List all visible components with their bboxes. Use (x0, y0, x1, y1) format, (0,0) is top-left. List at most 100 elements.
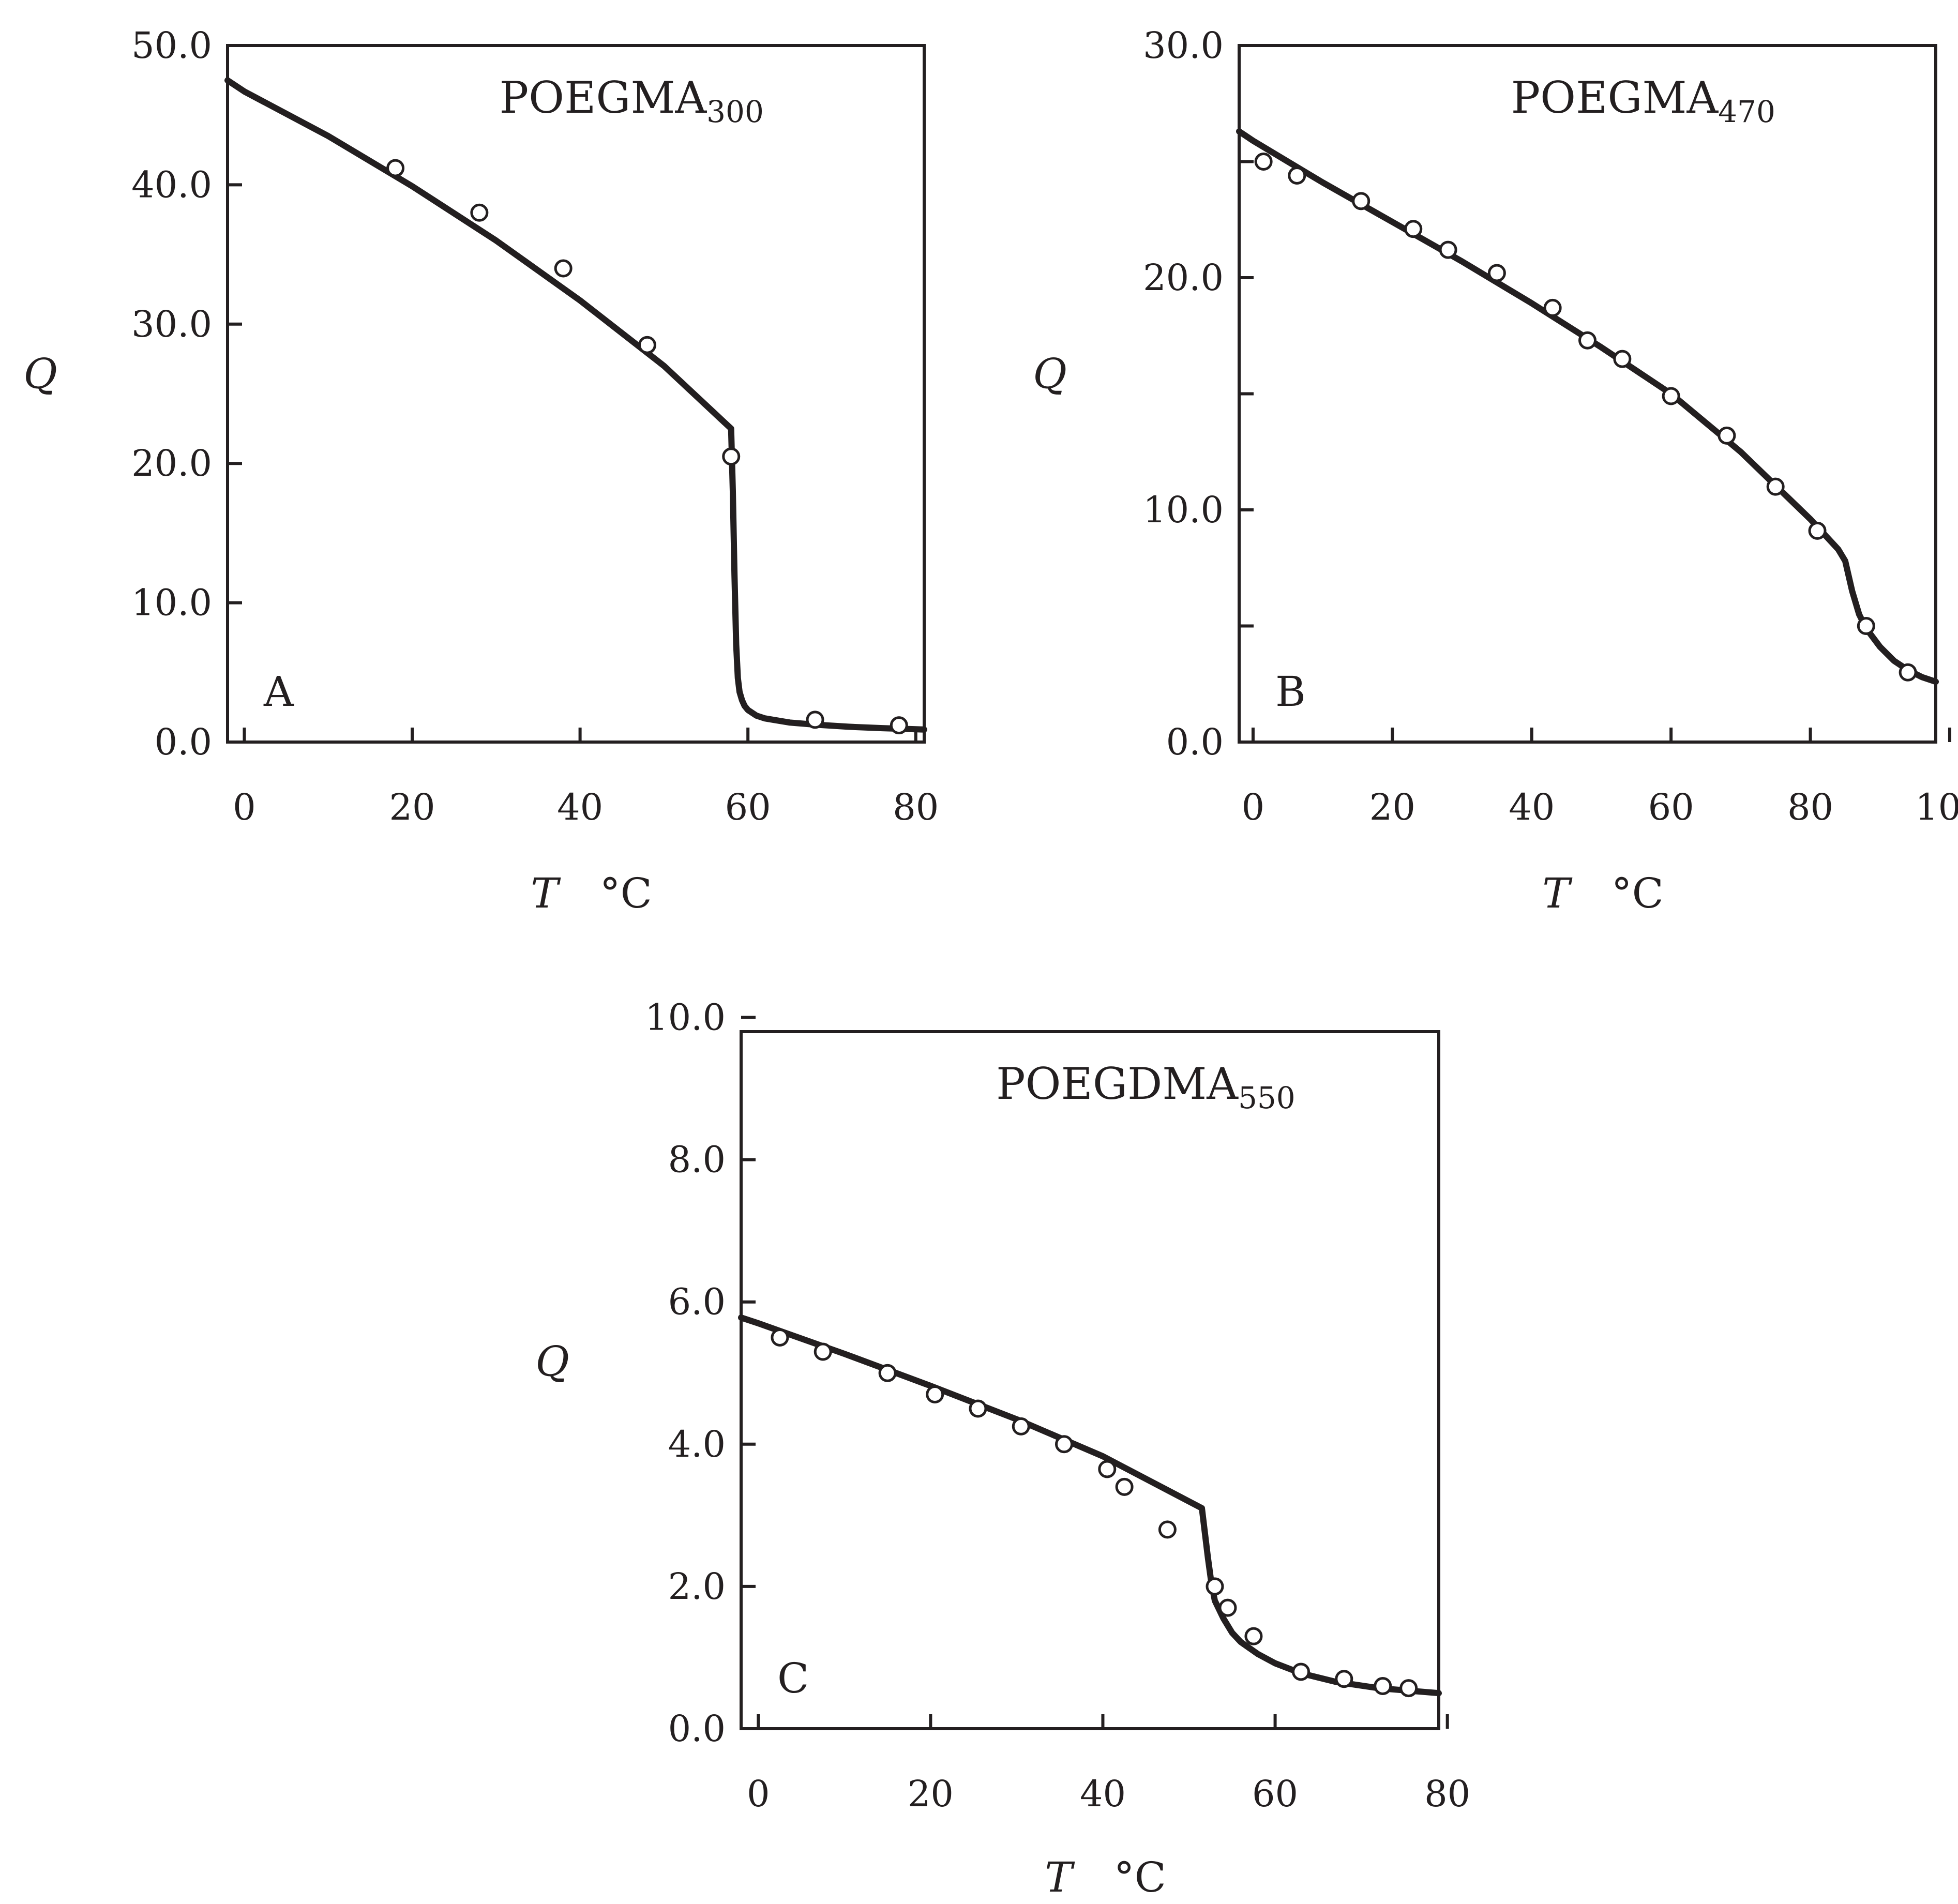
y-axis-label: Q (535, 1337, 569, 1385)
x-tick-label: 40 (1080, 1773, 1126, 1815)
data-point (806, 711, 824, 729)
data-point (878, 1364, 897, 1382)
data-point (814, 1342, 832, 1361)
data-point (554, 259, 573, 278)
data-point (1662, 387, 1680, 405)
data-point (1158, 1520, 1177, 1539)
data-point (1613, 350, 1632, 368)
data-point (1098, 1460, 1117, 1478)
chart-title-main: POEGMA (500, 72, 707, 123)
x-tick-label: 0 (233, 786, 256, 828)
y-tick-label: 10.0 (645, 996, 726, 1038)
x-tick-label: 60 (1648, 786, 1694, 828)
model-fit-line (738, 1314, 1442, 1697)
x-axis-label-variable: T (1542, 869, 1573, 917)
panel-letter: A (263, 668, 294, 716)
data-point (386, 159, 405, 177)
chart-title: POEGMA470 (1511, 72, 1775, 129)
data-point (1292, 1663, 1311, 1681)
data-point (1399, 1679, 1418, 1698)
x-tick-label: 80 (1424, 1773, 1470, 1815)
data-point (1335, 1670, 1353, 1688)
data-point (1254, 153, 1273, 171)
data-point (1857, 617, 1875, 635)
panel-letter: C (777, 1654, 809, 1702)
y-tick-label: 0.0 (155, 721, 212, 763)
data-point (1012, 1417, 1030, 1435)
data-point (1487, 264, 1506, 282)
x-tick-label: 80 (1787, 786, 1833, 828)
chart-title-main: POEGDMA (996, 1059, 1239, 1109)
chart-title: POEGMA300 (500, 72, 764, 129)
data-point (1244, 1627, 1263, 1645)
y-axis-label: Q (1033, 350, 1067, 398)
data-point (1404, 220, 1423, 238)
y-tick-label: 8.0 (668, 1139, 726, 1181)
data-point (1439, 240, 1457, 259)
plot-frame (226, 44, 926, 744)
x-axis-label-unit: °C (1114, 1853, 1166, 1901)
x-tick-label: 80 (893, 786, 939, 828)
plot-frame (740, 1030, 1440, 1730)
data-point (1718, 426, 1736, 445)
x-axis-label-spacer (559, 869, 600, 917)
x-axis-label-spacer (1073, 1853, 1114, 1901)
chart-title-main: POEGMA (1511, 72, 1719, 123)
x-axis-label-unit: °C (600, 869, 652, 917)
x-tick-label: 20 (1369, 786, 1415, 828)
data-point (926, 1385, 944, 1404)
y-tick-label: 30.0 (131, 303, 212, 345)
chart-panel-a: 0 20 40 60 80 0.0 10.0 20.0 30.0 40.0 50.0 POEGMA30… (23, 24, 939, 917)
data-point (1543, 298, 1562, 317)
data-point (722, 447, 741, 466)
x-tick-label: 60 (1252, 1773, 1298, 1815)
y-tick-label: 20.0 (131, 442, 212, 485)
plot-frame (1238, 44, 1937, 744)
data-point (1808, 521, 1827, 540)
x-axis-label: T °C (531, 869, 652, 917)
y-axis-label: Q (23, 350, 57, 398)
y-tick-label: 50.0 (131, 24, 212, 67)
x-axis-label-spacer (1570, 869, 1611, 917)
data-point (1055, 1435, 1074, 1454)
x-tick-label: 100 (1915, 786, 1958, 828)
x-tick-label: 40 (557, 786, 603, 828)
y-tick-label: 4.0 (668, 1423, 726, 1465)
y-tick-label: 20.0 (1143, 256, 1224, 299)
data-point (1206, 1577, 1224, 1596)
x-axis-label: T °C (1045, 1853, 1166, 1901)
data-point (1218, 1598, 1237, 1617)
x-tick-label: 0 (1242, 786, 1265, 828)
model-fit-line (224, 77, 927, 733)
data-point (638, 336, 656, 354)
data-point (969, 1399, 987, 1418)
data-point (1374, 1676, 1392, 1695)
x-tick-label: 20 (908, 1773, 954, 1815)
chart-panel-b: 0 20 40 60 80 100 0.0 10.0 20.0 30.0 POEGMA470 B Q T … (1033, 24, 1958, 917)
data-point (470, 203, 489, 222)
x-tick-label: 0 (747, 1773, 770, 1815)
x-axis-label-unit: °C (1611, 869, 1664, 917)
data-point (1115, 1477, 1134, 1496)
data-point (1899, 663, 1917, 682)
chart-title-subscript: 550 (1238, 1080, 1296, 1115)
data-point (1352, 192, 1370, 210)
x-axis-label-variable: T (531, 869, 561, 917)
data-point (1288, 166, 1306, 185)
chart-title-subscript: 300 (706, 94, 764, 129)
chart-title-subscript: 470 (1718, 94, 1775, 129)
x-tick-label: 20 (389, 786, 435, 828)
chart-title: POEGDMA550 (996, 1059, 1296, 1115)
chart-panel-c: 0 20 40 60 80 0.0 2.0 4.0 6.0 8.0 10.0 POEGDMA550 C Q… (535, 996, 1470, 1901)
y-tick-label: 6.0 (668, 1281, 726, 1323)
y-tick-label: 10.0 (131, 582, 212, 624)
model-fit-line (1236, 128, 1939, 685)
x-axis-label: T °C (1542, 869, 1664, 917)
y-tick-label: 40.0 (131, 163, 212, 206)
x-axis-label-variable: T (1045, 1853, 1075, 1901)
data-point (771, 1328, 789, 1347)
y-tick-label: 10.0 (1143, 489, 1224, 531)
x-tick-label: 60 (725, 786, 771, 828)
y-tick-label: 2.0 (668, 1565, 726, 1608)
